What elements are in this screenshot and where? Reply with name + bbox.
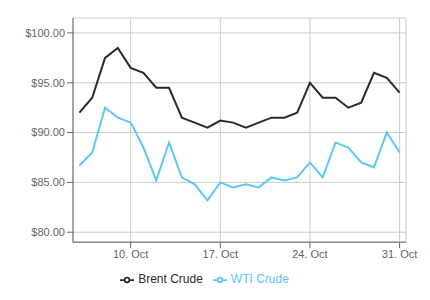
html-text:WTI Crude: WTI Crude xyxy=(230,272,289,287)
html-text:Brent Crude: Brent Crude xyxy=(138,272,203,287)
svg-text:24. Oct: 24. Oct xyxy=(292,248,327,260)
svg-text:$95.00: $95.00 xyxy=(31,77,65,89)
svg-text:$100.00: $100.00 xyxy=(25,27,65,39)
svg-text:$90.00: $90.00 xyxy=(31,126,65,138)
svg-text:$80.00: $80.00 xyxy=(31,226,65,238)
svg-text:17. Oct: 17. Oct xyxy=(203,248,238,260)
svg-text:$85.00: $85.00 xyxy=(31,176,65,188)
svg-text:31. Oct: 31. Oct xyxy=(382,248,417,260)
svg-text:10. Oct: 10. Oct xyxy=(113,248,148,260)
